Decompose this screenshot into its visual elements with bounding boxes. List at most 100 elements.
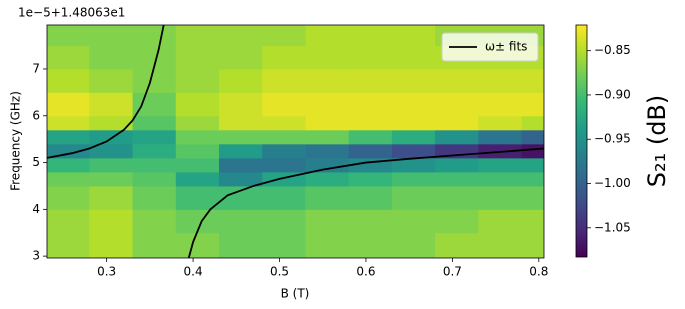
heat-cell — [391, 115, 436, 131]
legend-box — [441, 32, 539, 62]
x-tick-label: 0.3 — [97, 265, 116, 279]
heat-cell — [47, 157, 90, 173]
heat-cell — [219, 143, 263, 159]
heat-cell — [521, 157, 544, 173]
heat-cell — [435, 92, 479, 117]
heat-cell — [348, 25, 393, 47]
heat-cell — [89, 143, 134, 159]
x-axis-label: B (T) — [281, 287, 310, 301]
heat-cell — [262, 115, 306, 131]
heat-cell — [132, 209, 177, 234]
heat-cell — [478, 92, 523, 117]
heat-cell — [478, 157, 523, 173]
heat-cell — [262, 92, 306, 117]
x-tick-label: 0.7 — [443, 265, 462, 279]
heat-cell — [219, 92, 263, 117]
heat-cell — [132, 92, 177, 117]
heat-cell — [47, 45, 90, 70]
heat-cell — [175, 115, 220, 131]
y-axis-label: Frequency (GHz) — [9, 91, 23, 191]
heat-cell — [391, 45, 436, 70]
heat-cell — [175, 129, 220, 145]
heat-cell — [132, 157, 177, 173]
colorbar-tick-label: −0.85 — [594, 43, 631, 57]
heat-cell — [521, 185, 544, 210]
y-tick-label: 3 — [32, 249, 40, 263]
heat-cell — [89, 171, 134, 187]
heat-cell — [305, 209, 350, 234]
heat-cell — [47, 92, 90, 117]
heat-cell — [89, 185, 134, 210]
heat-cell — [391, 209, 436, 234]
heat-cell — [305, 171, 350, 187]
heat-cell — [521, 92, 544, 117]
heat-cell — [391, 171, 436, 187]
heat-cell — [478, 185, 523, 210]
heat-cell — [305, 115, 350, 131]
heat-cell — [132, 143, 177, 159]
heat-cell — [132, 68, 177, 93]
heat-cell — [391, 143, 436, 159]
heat-cell — [47, 115, 90, 131]
heat-cell — [305, 45, 350, 70]
heat-cell — [391, 68, 436, 93]
heat-cell — [175, 185, 220, 210]
heat-cell — [219, 232, 263, 258]
heat-cell — [132, 185, 177, 210]
legend-label: ω± fits — [485, 40, 527, 54]
x-tick-label: 0.5 — [270, 265, 289, 279]
heat-cell — [47, 232, 90, 258]
heat-cell — [89, 68, 134, 93]
heat-cell — [521, 68, 544, 93]
heat-cell — [478, 232, 523, 258]
heat-cell — [262, 232, 306, 258]
heat-cell — [175, 92, 220, 117]
heat-cell — [305, 232, 350, 258]
heat-cell — [132, 25, 177, 47]
heat-cell — [47, 129, 90, 145]
heat-cell — [262, 25, 306, 47]
heat-cell — [305, 157, 350, 173]
heat-cell — [262, 185, 306, 210]
heat-cell — [391, 232, 436, 258]
heat-cell — [132, 45, 177, 70]
heat-cell — [348, 129, 393, 145]
heat-cell — [435, 157, 479, 173]
heat-cell — [348, 209, 393, 234]
fit-lines — [47, 25, 544, 258]
heat-cell — [305, 129, 350, 145]
heat-cell — [175, 157, 220, 173]
heat-cell — [89, 45, 134, 70]
heat-cell — [391, 185, 436, 210]
heat-cell — [521, 115, 544, 131]
heat-cell — [262, 68, 306, 93]
heat-cell — [348, 171, 393, 187]
fit-line — [47, 25, 165, 159]
heat-cell — [89, 25, 134, 47]
legend: ω± fits — [441, 32, 539, 62]
heat-cell — [132, 171, 177, 187]
heat-cell — [521, 232, 544, 258]
heat-cell — [348, 115, 393, 131]
y-tick-label: 4 — [32, 202, 40, 216]
heat-cell — [262, 45, 306, 70]
colorbar-label: S₂₁ (dB) — [643, 95, 671, 188]
heat-cell — [175, 232, 220, 258]
heat-cell — [348, 185, 393, 210]
colorbar-tick-label: −1.00 — [594, 176, 631, 190]
heat-cell — [521, 129, 544, 145]
heat-cell — [521, 171, 544, 187]
heat-cell — [305, 25, 350, 47]
heat-cell — [219, 68, 263, 93]
heat-cell — [47, 143, 90, 159]
heat-cell — [435, 129, 479, 145]
heat-cell — [478, 68, 523, 93]
heat-cell — [435, 209, 479, 234]
heat-cell — [305, 185, 350, 210]
heat-cell — [478, 115, 523, 131]
heat-cell — [435, 68, 479, 93]
heat-cell — [435, 115, 479, 131]
axes: 0.3 0.4 0.5 0.6 0.7 0.8 3 4 5 6 7 −0.85 −0.90 −0.95 −1… — [32, 24, 631, 279]
heat-cell — [262, 209, 306, 234]
